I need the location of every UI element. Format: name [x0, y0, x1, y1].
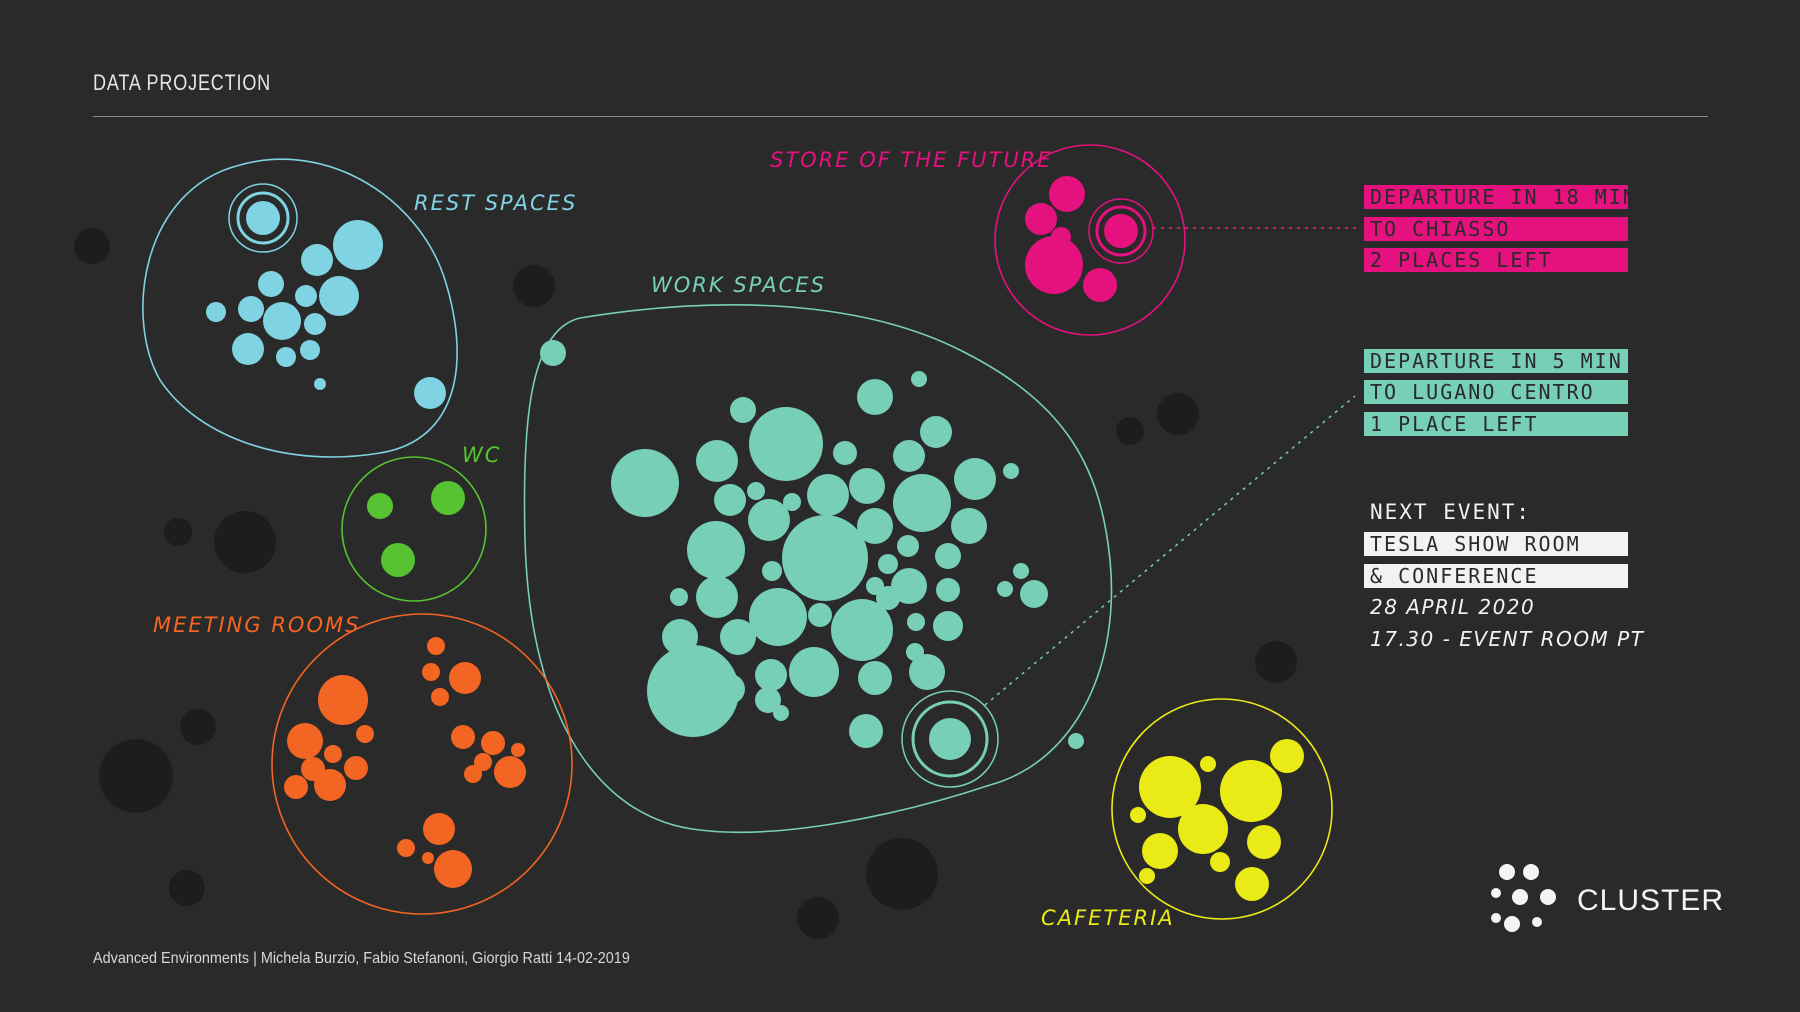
- event-time-place: 17.30 - EVENT ROOM PT: [1370, 627, 1645, 651]
- brand-name: CLUSTER: [1577, 884, 1725, 917]
- meeting-rooms-label: MEETING ROOMS: [153, 613, 361, 637]
- event-date: 28 APRIL 2020: [1370, 595, 1536, 619]
- cafeteria-dots: [1130, 739, 1304, 901]
- work-spaces-outline: [523, 304, 1113, 834]
- store-outline: [994, 144, 1186, 336]
- cafeteria-outline: [1111, 698, 1333, 920]
- cluster-dots-icon: [1491, 864, 1556, 932]
- departure-1-line-1: DEPARTURE IN 18 MIN: [1364, 185, 1635, 209]
- zone-meeting-rooms: [271, 613, 573, 915]
- store-beacon-icon: [1088, 198, 1154, 264]
- footer-credits: Advanced Environments | Michela Burzio, …: [93, 950, 630, 967]
- page-title: DATA PROJECTION: [93, 70, 272, 95]
- work-spaces-cluster-right: [997, 563, 1048, 608]
- departure-1-line-3: 2 PLACES LEFT: [1364, 248, 1628, 272]
- zone-work-spaces: [523, 304, 1356, 834]
- event-name-line-2: & CONFERENCE: [1364, 564, 1628, 588]
- event-name-line-1: TESLA SHOW ROOM: [1364, 532, 1628, 556]
- work-spaces-beacon-icon: [901, 690, 999, 788]
- rest-spaces-dots: [206, 220, 446, 409]
- departure-1-line-2: TO CHIASSO: [1364, 217, 1628, 241]
- cafeteria-label: CAFETERIA: [1041, 906, 1175, 930]
- rest-spaces-outline: [142, 158, 458, 458]
- zone-store-of-the-future: [994, 144, 1356, 336]
- rest-spaces-beacon-icon: [228, 183, 298, 253]
- zone-rest-spaces: [142, 158, 458, 458]
- meeting-rooms-dots: [284, 637, 526, 888]
- store-of-the-future-label: STORE OF THE FUTURE: [770, 148, 1053, 172]
- background-dots: [74, 228, 1297, 939]
- work-spaces-label: WORK SPACES: [651, 273, 826, 297]
- wc-label: WC: [462, 443, 502, 467]
- work-spaces-connector: [984, 395, 1356, 706]
- departure-2-line-2: TO LUGANO CENTRO: [1364, 380, 1628, 404]
- departure-2-line-1: DEPARTURE IN 5 MIN: [1364, 349, 1628, 373]
- departure-2-line-3: 1 PLACE LEFT: [1364, 412, 1628, 436]
- zone-cafeteria: [1111, 698, 1333, 920]
- zone-wc: [341, 456, 487, 602]
- wc-outline: [341, 456, 487, 602]
- rest-spaces-label: REST SPACES: [414, 191, 578, 215]
- wc-dots: [367, 481, 465, 577]
- header-divider: [93, 116, 1708, 117]
- next-event-heading: NEXT EVENT:: [1370, 500, 1532, 524]
- meeting-rooms-outline: [271, 613, 573, 915]
- store-dots: [1025, 176, 1117, 302]
- work-spaces-dots: [540, 340, 1084, 749]
